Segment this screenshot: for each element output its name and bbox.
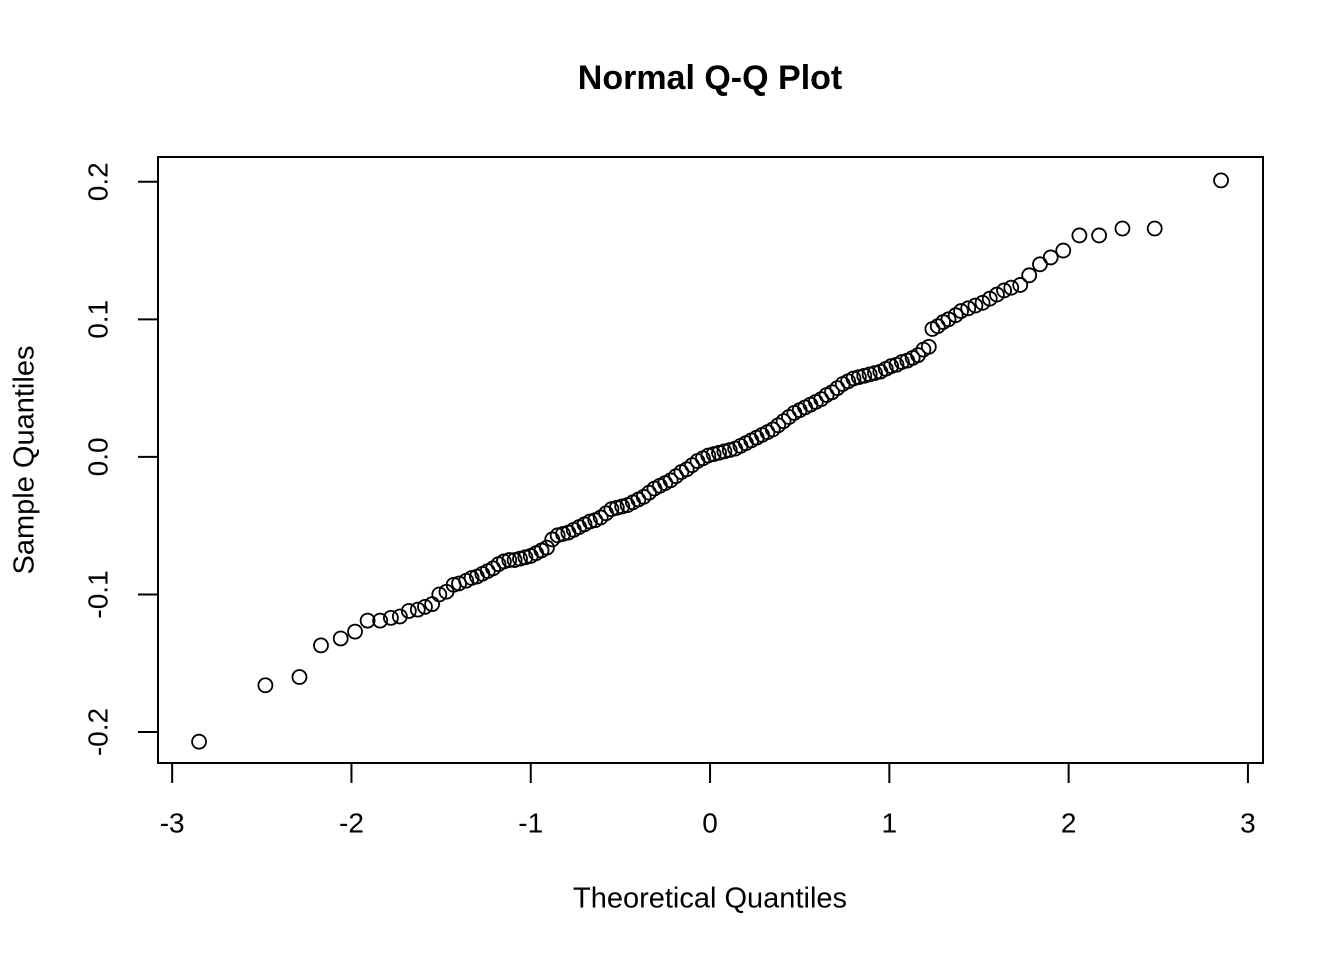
x-tick-label: -2 bbox=[339, 807, 364, 838]
chart-title: Normal Q-Q Plot bbox=[578, 59, 842, 97]
point bbox=[431, 586, 448, 603]
point bbox=[359, 612, 376, 629]
point bbox=[770, 417, 787, 434]
point bbox=[538, 539, 555, 556]
point bbox=[678, 461, 695, 478]
point bbox=[910, 347, 926, 364]
y-tick-label: 0.2 bbox=[82, 162, 113, 201]
point bbox=[257, 677, 274, 694]
point bbox=[400, 603, 417, 619]
point bbox=[291, 669, 308, 685]
x-tick-label: 0 bbox=[702, 807, 718, 838]
point bbox=[417, 598, 433, 615]
point bbox=[1012, 277, 1029, 293]
point bbox=[967, 297, 984, 314]
point bbox=[635, 488, 652, 505]
x-tick-label: 1 bbox=[882, 807, 898, 838]
point bbox=[409, 601, 426, 618]
point bbox=[383, 609, 399, 626]
point bbox=[1042, 249, 1059, 266]
point bbox=[996, 282, 1012, 299]
y-tick-label: 0.1 bbox=[82, 300, 113, 339]
point bbox=[764, 421, 781, 438]
x-tick-label: 2 bbox=[1061, 807, 1077, 838]
point bbox=[1021, 267, 1038, 284]
point bbox=[1091, 227, 1108, 244]
point bbox=[824, 384, 840, 401]
point bbox=[347, 623, 363, 640]
y-tick-label: 0.0 bbox=[82, 437, 113, 476]
x-axis-title: Theoretical Quantiles bbox=[573, 883, 847, 915]
x-tick-label: 3 bbox=[1240, 807, 1256, 838]
x-tick-label: -3 bbox=[160, 807, 185, 838]
point bbox=[1213, 172, 1229, 189]
point bbox=[592, 509, 609, 526]
point bbox=[313, 637, 329, 654]
point bbox=[501, 552, 518, 568]
point bbox=[191, 733, 207, 750]
point bbox=[947, 307, 964, 324]
point bbox=[775, 413, 792, 430]
point bbox=[332, 630, 349, 647]
point bbox=[1071, 227, 1088, 244]
point bbox=[372, 612, 389, 629]
point bbox=[920, 338, 937, 355]
point bbox=[1146, 220, 1163, 237]
point bbox=[1055, 242, 1072, 259]
point bbox=[662, 472, 679, 489]
point bbox=[1114, 220, 1131, 237]
point bbox=[1003, 279, 1020, 296]
y-tick-label: -0.1 bbox=[82, 570, 113, 618]
y-tick-label: -0.2 bbox=[82, 708, 113, 756]
point bbox=[953, 303, 969, 319]
point bbox=[391, 608, 408, 625]
y-axis-title: Sample Quantiles bbox=[9, 346, 41, 575]
point bbox=[960, 300, 977, 317]
x-tick-label: -1 bbox=[518, 807, 543, 838]
